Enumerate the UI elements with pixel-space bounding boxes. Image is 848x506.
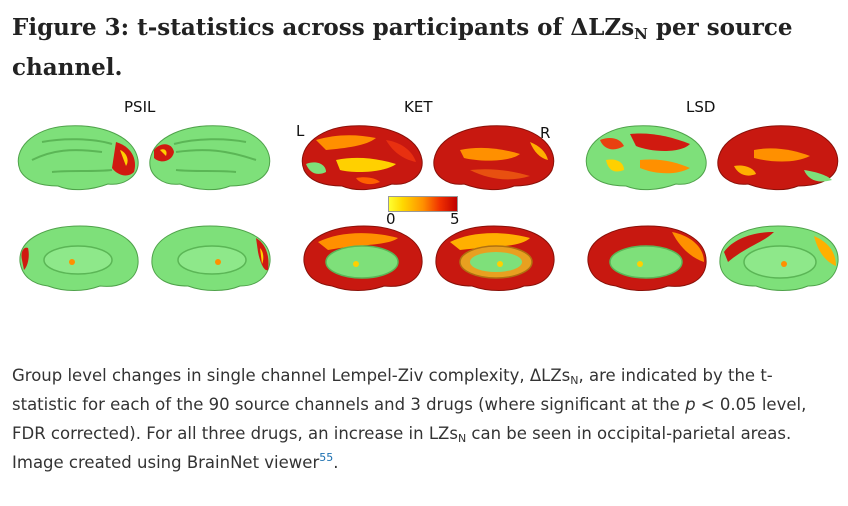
panel-label-lsd: LSD xyxy=(686,98,716,116)
ket-right-medial-brain xyxy=(430,222,560,294)
colorbar xyxy=(388,196,458,212)
caption-text-1: Group level changes in single channel Le… xyxy=(12,365,571,385)
brain-figure: PSIL KET LSD L R xyxy=(0,92,848,312)
colorbar-min-label: 0 xyxy=(386,210,396,228)
hemisphere-right-label: R xyxy=(540,124,551,142)
caption-subscript-2: N xyxy=(457,431,467,445)
panel-label-psil: PSIL xyxy=(124,98,156,116)
ket-right-lateral-brain xyxy=(430,120,560,194)
lsd-left-lateral-brain xyxy=(580,120,710,194)
lsd-left-medial-brain xyxy=(582,222,712,294)
panel-label-ket: KET xyxy=(404,98,433,116)
figure-caption: Group level changes in single channel Le… xyxy=(12,361,832,477)
caption-text-5: . xyxy=(333,452,339,472)
caption-text-4: can be seen in occipital-parietal areas.… xyxy=(12,423,792,472)
psil-right-medial-brain xyxy=(146,222,276,294)
figure-title-text: Figure 3: t-statistics across participan… xyxy=(12,14,635,41)
ket-left-lateral-brain xyxy=(296,120,426,194)
caption-subscript-1: N xyxy=(570,373,579,387)
caption-text-3: < 0.05 level, FDR corrected). For all th… xyxy=(12,394,807,443)
colorbar-max-label: 5 xyxy=(450,210,460,228)
figure-title-suffix: per source channel. xyxy=(12,14,793,81)
psil-left-medial-brain xyxy=(14,222,144,294)
figure-title: Figure 3: t-statistics across participan… xyxy=(12,8,832,88)
figure-title-subscript: N xyxy=(634,25,648,43)
psil-left-lateral-brain xyxy=(12,120,142,194)
lsd-right-medial-brain xyxy=(714,222,844,294)
reference-link[interactable]: 55 xyxy=(319,450,334,464)
ket-left-medial-brain xyxy=(298,222,428,294)
hemisphere-left-label: L xyxy=(296,122,305,140)
caption-text-2: , are indicated by the t-statistic for e… xyxy=(12,365,773,414)
lsd-right-lateral-brain xyxy=(714,120,844,194)
psil-right-lateral-brain xyxy=(146,120,276,194)
caption-p-italic: p xyxy=(685,394,696,414)
